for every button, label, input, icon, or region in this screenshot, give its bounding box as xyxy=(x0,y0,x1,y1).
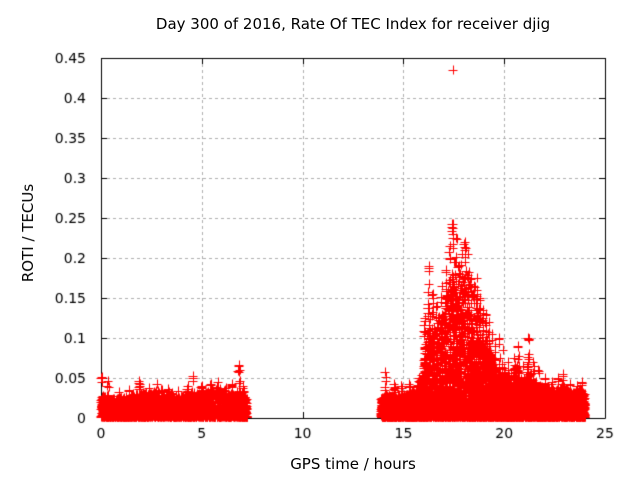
chart-title: Day 300 of 2016, Rate Of TEC Index for r… xyxy=(155,15,551,33)
y-axis-label-text: ROTI / TECUs xyxy=(19,183,37,283)
x-axis-label: GPS time / hours xyxy=(290,455,416,473)
